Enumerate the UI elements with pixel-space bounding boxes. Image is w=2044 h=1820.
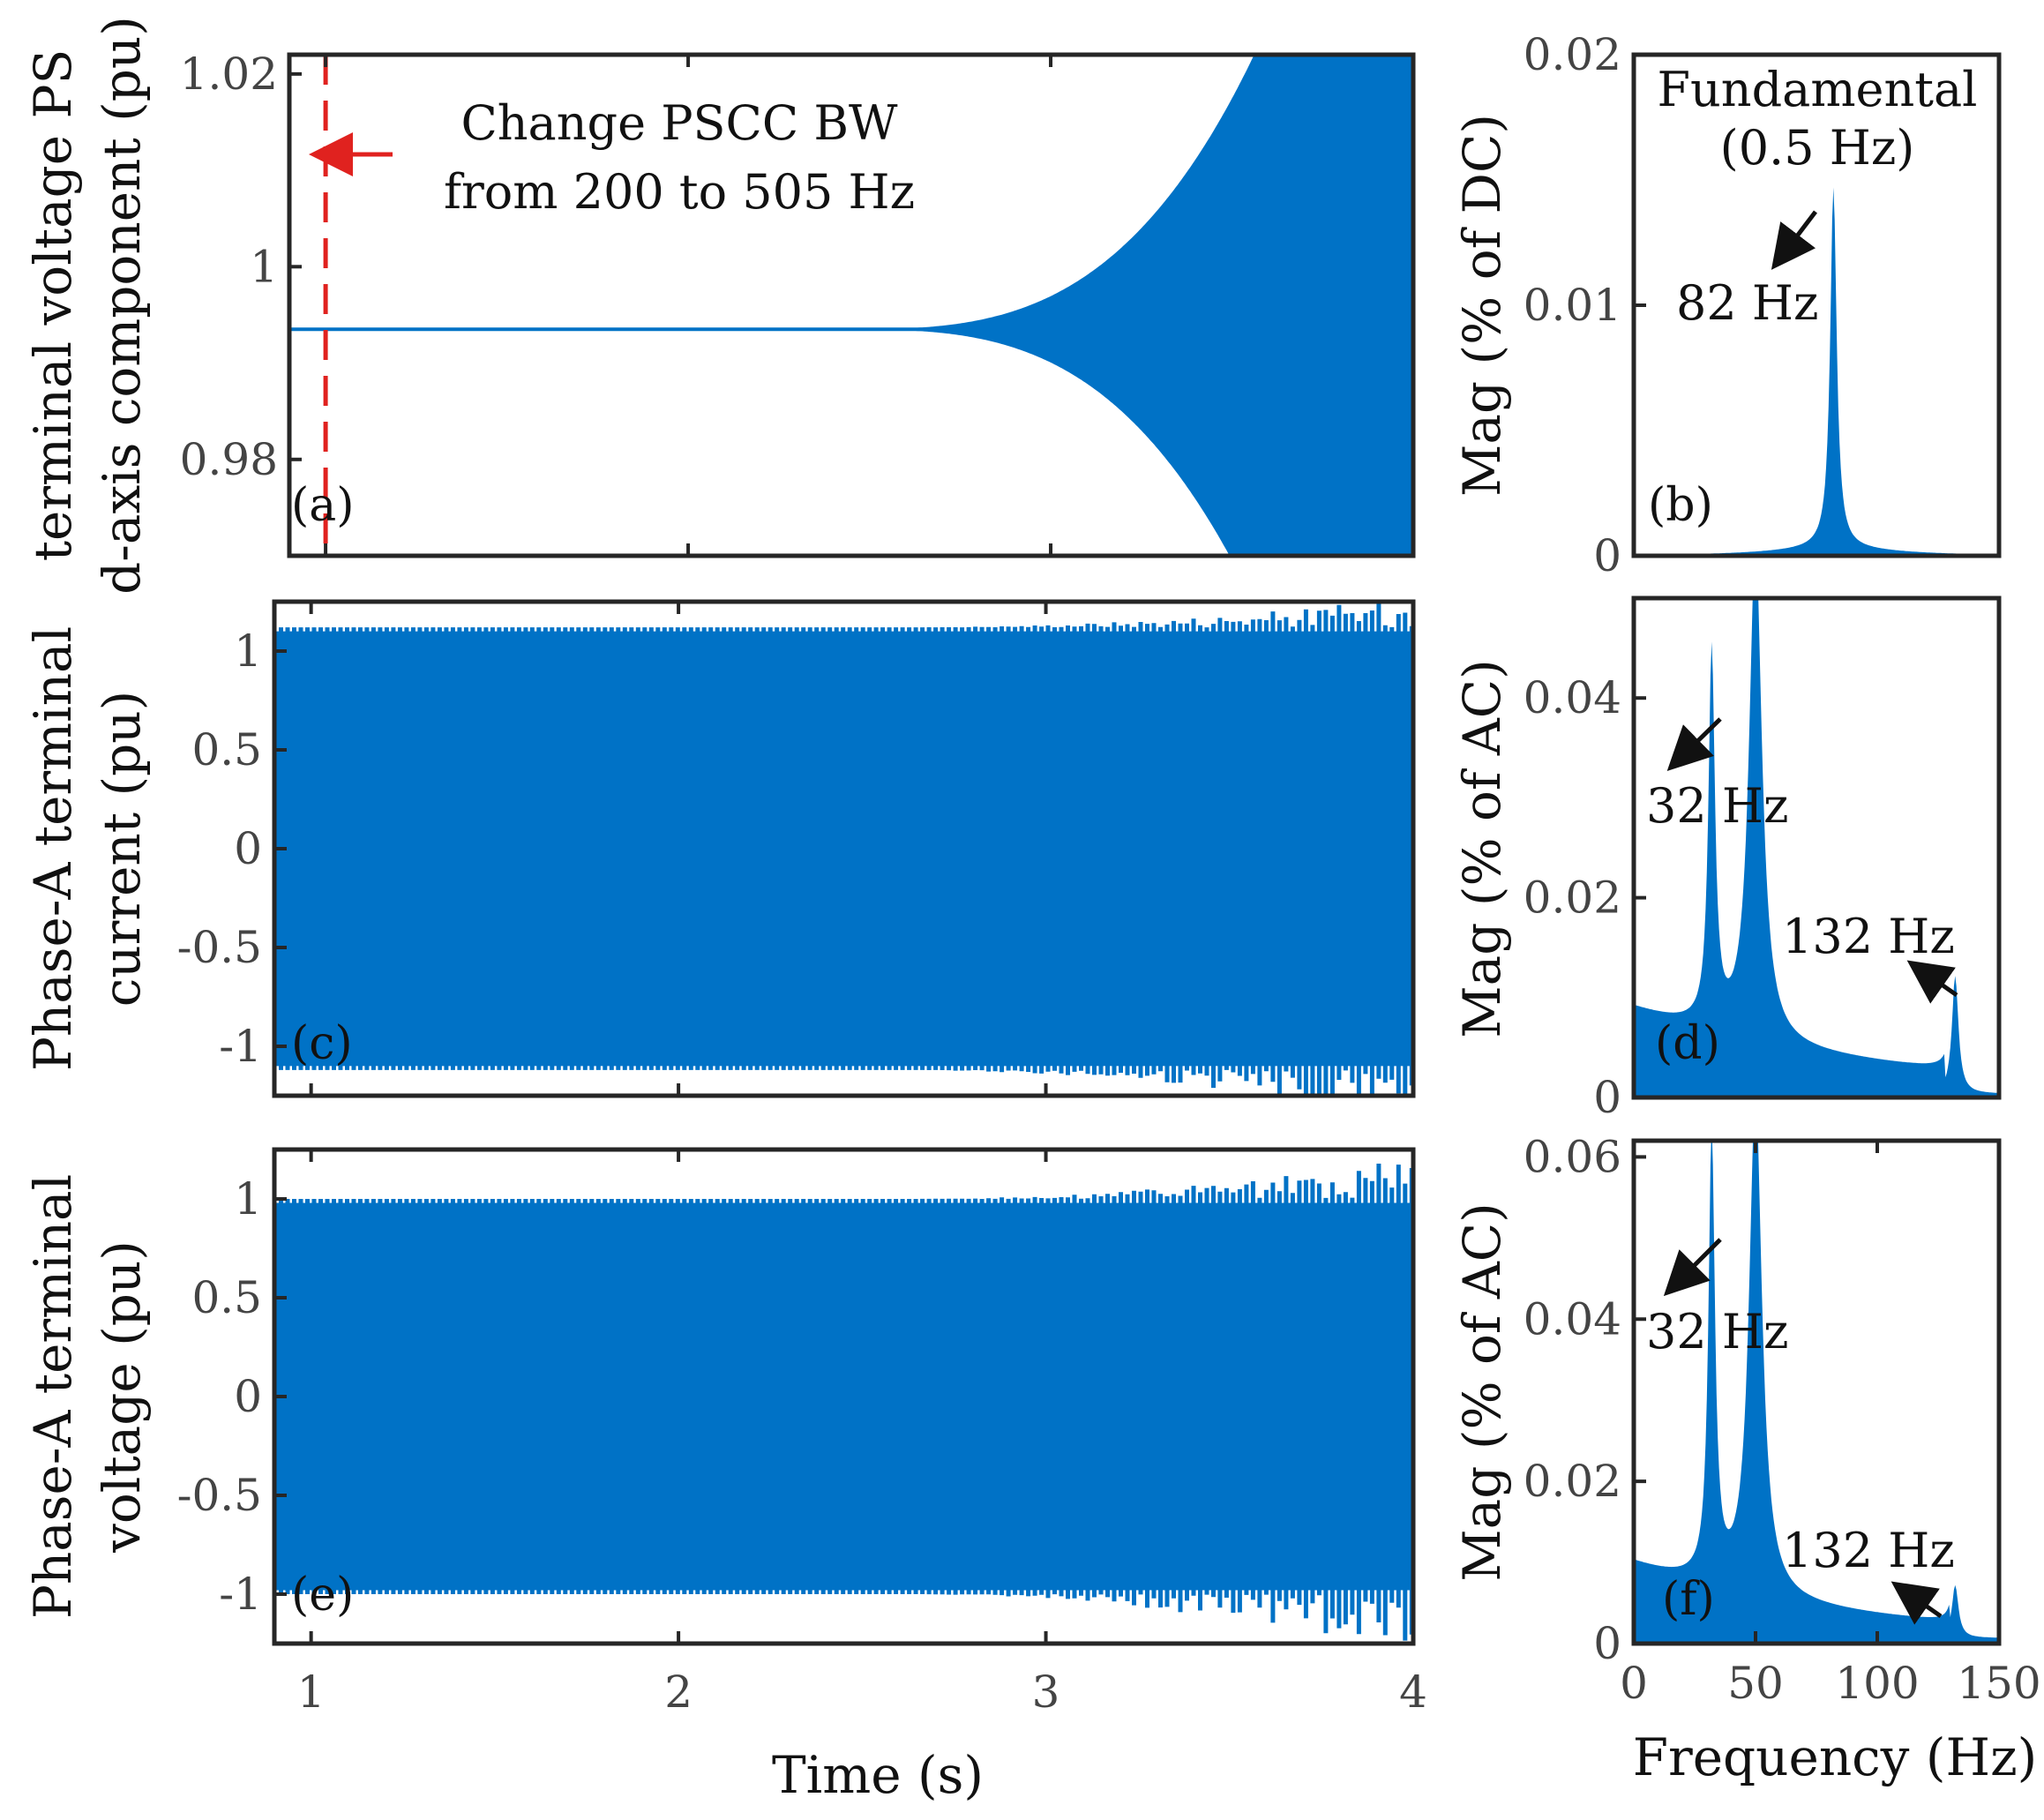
panel-e-ytick-label: 1 <box>234 1173 262 1225</box>
panel-c-signal-spikes <box>274 602 1413 1096</box>
panel-f-frame <box>1631 1138 2002 1646</box>
fundamental-annotation-line1: Fundamental <box>1658 62 1978 117</box>
panel-e-ytick-label: 0 <box>234 1371 262 1422</box>
panel-c-ylabel-line2: current (pu) <box>92 691 152 1007</box>
panel-f-xtick-label: 50 <box>1727 1658 1784 1709</box>
panel-b-peak-arrow <box>1771 210 1817 270</box>
panel-a-ylabel-line1: terminal voltage PS <box>23 49 83 562</box>
panel-d-spectrum <box>1634 598 1999 1097</box>
fundamental-annotation-line2: (0.5 Hz) <box>1720 120 1915 176</box>
panel-b-ylabel: Mag (% of DC) <box>1452 114 1512 497</box>
panel-f-132hz-label: 132 Hz <box>1782 1523 1955 1578</box>
panel-f-yticks: 0 0.02 0.04 0.06 <box>1524 1131 1646 1669</box>
panel-e-xticks: 1 2 3 4 <box>297 1666 1427 1718</box>
panel-d-frame <box>1631 595 2002 1100</box>
panel-f-spectrum <box>1634 1141 1999 1644</box>
panel-e-xtick-label: 4 <box>1399 1666 1427 1718</box>
panel-d-ylabel: Mag (% of AC) <box>1452 659 1512 1037</box>
panel-a-signal-envelope <box>833 55 1413 556</box>
panel-c-ytick-label: 0.5 <box>191 724 262 775</box>
panel-b-label: (b) <box>1648 479 1713 532</box>
panel-f-132hz-arrow <box>1891 1581 1943 1625</box>
panel-f-ytick-label: 0 <box>1593 1618 1621 1669</box>
event-annotation-line1: Change PSCC BW <box>460 95 898 151</box>
panel-d-132hz-label: 132 Hz <box>1782 909 1955 964</box>
panel-e-xlabel: Time (s) <box>772 1745 984 1805</box>
panel-c-ylabel-line1: Phase-A terminal <box>23 626 83 1071</box>
panel-b: Mag (% of DC) 0 0.01 0.02 Fundamental (0.5… <box>1452 29 2002 581</box>
panel-a-ytick-label: 1.02 <box>180 49 278 100</box>
panel-f: Mag (% of AC) 0 0.02 0.04 0.06 0 50 100 150 32… <box>1452 1131 2041 1787</box>
panel-c-ytick-label: 0 <box>234 823 262 874</box>
panel-d-ytick-label: 0.04 <box>1524 672 1621 723</box>
panel-d-132hz-arrow <box>1906 960 1958 1004</box>
panel-d-ytick-label: 0 <box>1593 1072 1621 1123</box>
panel-d: Mag (% of AC) 0 0.02 0.04 32 Hz 132 Hz (d) <box>1452 595 2002 1123</box>
panel-b-yticks: 0 0.01 0.02 <box>1524 29 1646 581</box>
panel-a-yticks: 0.98 1 1.02 <box>180 49 302 485</box>
panel-f-ytick-label: 0.04 <box>1524 1293 1621 1344</box>
panel-a-label: (a) <box>291 479 355 532</box>
panel-f-ylabel: Mag (% of AC) <box>1452 1202 1512 1581</box>
panel-a-ytick-label: 1 <box>250 241 278 292</box>
panel-c-ytick-label: 1 <box>234 625 262 677</box>
panel-c-label: (c) <box>291 1017 353 1070</box>
panel-a-ylabel-line2: d-axis component (pu) <box>92 16 152 595</box>
panel-e-label: (e) <box>291 1569 354 1622</box>
panel-d-label: (d) <box>1655 1017 1720 1070</box>
panel-f-xtick-label: 150 <box>1957 1658 2040 1709</box>
panel-f-xtick-label: 0 <box>1620 1658 1648 1709</box>
panel-c: Phase-A terminal current (pu) 1 0.5 0 -0.5 -… <box>23 599 1416 1098</box>
panel-d-ytick-label: 0.02 <box>1524 873 1621 924</box>
panel-e-ylabel-line1: Phase-A terminal <box>23 1174 83 1619</box>
panel-c-ytick-label: -0.5 <box>177 922 262 973</box>
panel-f-ytick-label: 0.02 <box>1524 1456 1621 1507</box>
panel-e-yticks: 1 0.5 0 -0.5 -1 <box>177 1173 287 1620</box>
panel-a-ytick-label: 0.98 <box>180 434 278 485</box>
panel-e-xtick-label: 3 <box>1032 1666 1060 1718</box>
event-annotation-line2: from 200 to 505 Hz <box>444 164 915 220</box>
panel-f-xticks: 0 50 100 150 <box>1620 1658 2041 1709</box>
panel-c-yticks: 1 0.5 0 -0.5 -1 <box>177 625 287 1072</box>
panel-f-32hz-label: 32 Hz <box>1646 1304 1788 1359</box>
panel-d-yticks: 0 0.02 0.04 <box>1524 672 1646 1123</box>
panel-d-32hz-arrow <box>1666 717 1722 771</box>
panel-f-32hz-arrow <box>1663 1238 1722 1297</box>
panel-a-frame <box>287 52 1416 558</box>
panel-a-ylabel: terminal voltage PS d-axis component (pu… <box>23 16 152 595</box>
panel-f-ytick-label: 0.06 <box>1524 1131 1621 1182</box>
panel-f-label: (f) <box>1662 1573 1715 1626</box>
panel-d-32hz-label: 32 Hz <box>1646 778 1788 834</box>
panel-e-ylabel-line2: voltage (pu) <box>92 1240 152 1554</box>
panel-c-ytick-label: -1 <box>219 1021 262 1072</box>
panel-b-ytick-label: 0.02 <box>1524 29 1621 80</box>
panel-b-ytick-label: 0 <box>1593 530 1621 581</box>
panel-f-xlabel: Frequency (Hz) <box>1633 1727 2038 1787</box>
panel-e-ytick-label: 0.5 <box>191 1272 262 1323</box>
panel-e-signal-spikes <box>274 1164 1413 1641</box>
panel-a: terminal voltage PS d-axis component (pu… <box>23 16 1416 595</box>
panel-e-xtick-label: 2 <box>664 1666 693 1718</box>
panel-e-xtick-label: 1 <box>297 1666 326 1718</box>
panel-e-ytick-label: -1 <box>219 1569 262 1620</box>
panel-f-xtick-label: 100 <box>1835 1658 1919 1709</box>
panel-e: Phase-A terminal voltage (pu) 1 0.5 0 -0.5 -… <box>23 1147 1427 1805</box>
panel-b-peak-label: 82 Hz <box>1676 275 1818 331</box>
panel-b-ytick-label: 0.01 <box>1524 280 1621 331</box>
panel-e-ytick-label: -0.5 <box>177 1470 262 1521</box>
